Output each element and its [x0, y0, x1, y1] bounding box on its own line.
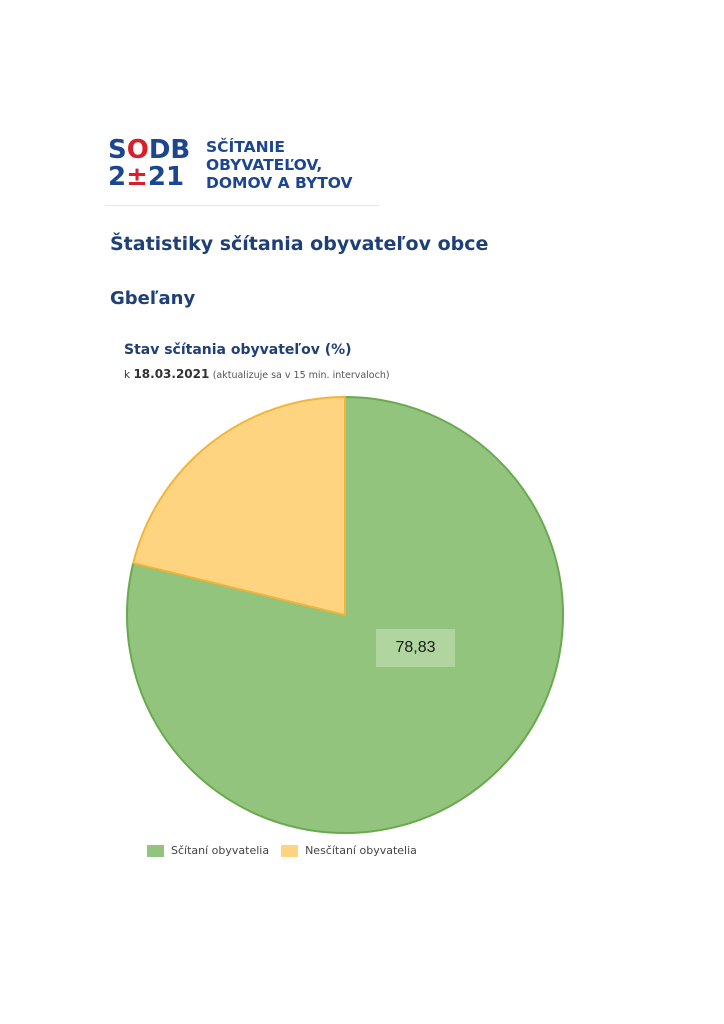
data-label-counted: 78,83 [376, 629, 455, 667]
subtitle-date: 18.03.2021 [133, 367, 210, 381]
legend-swatch-uncounted [281, 844, 299, 857]
legend: Sčítaní obyvatelia Nesčítaní obyvatelia [147, 844, 429, 857]
logo-mark: SODB 2±21 [108, 137, 203, 191]
header-divider [105, 205, 379, 206]
logo-mark-line-2: 2±21 [108, 162, 185, 192]
logo-mark-line-1: SODB [108, 135, 191, 165]
chart-subtitle: k 18.03.2021 (aktualizuje sa v 15 min. i… [124, 367, 390, 381]
legend-item-uncounted[interactable]: Nesčítaní obyvatelia [281, 844, 417, 857]
legend-item-counted[interactable]: Sčítaní obyvatelia [147, 844, 269, 857]
pie-slice-uncounted[interactable] [132, 396, 346, 616]
legend-swatch-counted [147, 844, 164, 857]
page-title: Štatistiky sčítania obyvateľov obce [110, 233, 489, 255]
logo-word-2: OBYVATEĽOV, [206, 156, 323, 174]
logo-word-1: SČÍTANIE [206, 138, 285, 156]
subtitle-prefix: k [124, 369, 131, 381]
logo-word-3: DOMOV A BYTOV [206, 174, 353, 192]
data-label-text: 78,83 [395, 639, 436, 656]
chart-title: Stav sčítania obyvateľov (%) [124, 342, 352, 358]
logo-wordmark: SČÍTANIE OBYVATEĽOV, DOMOV A BYTOV [206, 138, 353, 192]
municipality-name: Gbeľany [110, 288, 196, 309]
sodb-logo: SODB 2±21 SČÍTANIE OBYVATEĽOV, DOMOV A B… [108, 137, 380, 207]
legend-label-uncounted: Nesčítaní obyvatelia [305, 844, 417, 857]
legend-label-counted: Sčítaní obyvatelia [171, 844, 270, 857]
subtitle-note: (aktualizuje sa v 15 min. intervaloch) [212, 370, 390, 381]
